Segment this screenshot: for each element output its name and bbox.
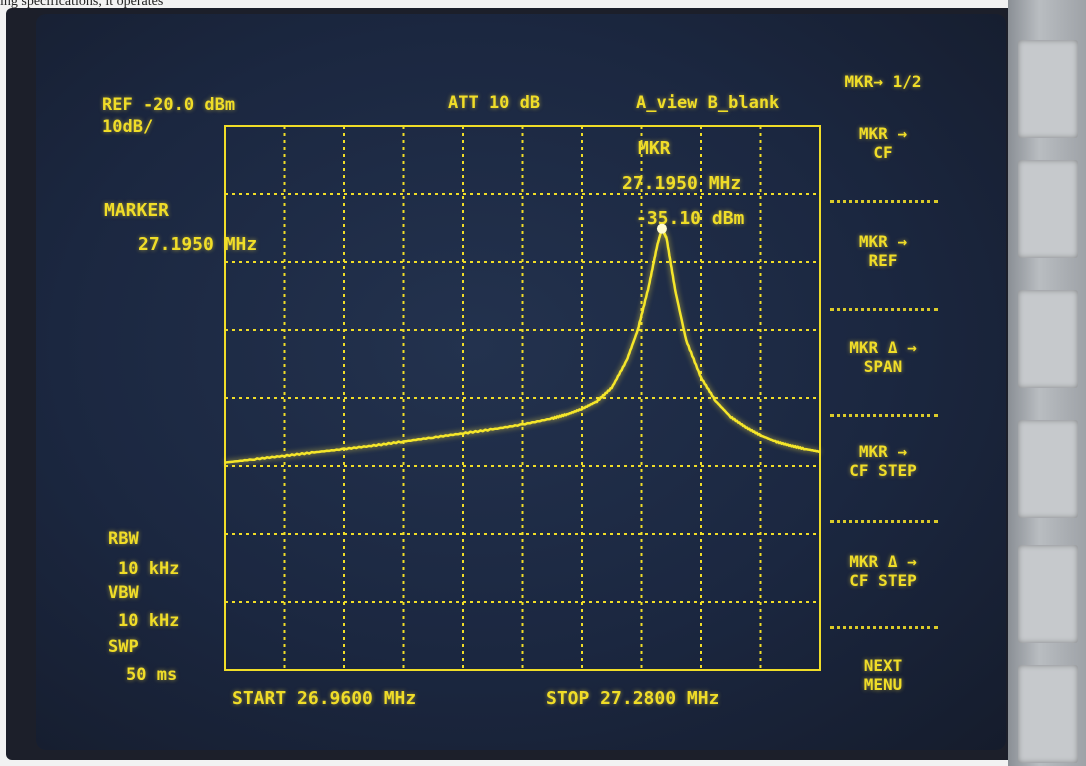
reference-level: REF -20.0 dBm — [102, 95, 236, 115]
sweep-label: SWP — [108, 637, 139, 657]
marker-dot — [656, 223, 667, 234]
marker-title: MARKER — [104, 200, 170, 221]
trace-view-mode: A_view B_blank — [636, 93, 780, 113]
marker-readout-label: MKR — [638, 138, 671, 159]
marker-readout-level: -35.10 dBm — [636, 208, 745, 229]
scale-per-division: 10dB/ — [102, 117, 154, 137]
attenuation: ATT 10 dB — [448, 93, 541, 113]
vbw-label: VBW — [108, 583, 139, 603]
document-caption: ing specifications, it operates — [0, 0, 164, 8]
softkey-mkr-delta-span[interactable]: MKR Δ → SPAN — [849, 338, 917, 376]
softkey-separator — [830, 520, 938, 523]
background-wall — [1008, 0, 1086, 766]
softkey-next-menu[interactable]: NEXT MENU — [863, 656, 903, 694]
softkey-separator — [830, 308, 938, 311]
vbw-value: 10 kHz — [118, 611, 180, 631]
rbw-label: RBW — [108, 529, 139, 549]
graticule-gridlines — [225, 126, 820, 670]
softkey-mkr-to-ref[interactable]: MKR → REF — [858, 232, 908, 270]
softkey-separator — [830, 626, 938, 629]
rbw-value: 10 kHz — [118, 559, 180, 579]
sweep-value: 50 ms — [126, 665, 178, 685]
softkey-separator — [830, 200, 938, 203]
marker-readout-frequency: 27.1950 MHz — [622, 173, 742, 194]
marker-frequency: 27.1950 MHz — [138, 234, 258, 255]
spectrum-trace — [224, 227, 821, 464]
softkey-separator — [830, 414, 938, 417]
softkey-mkr-delta-cf-step[interactable]: MKR Δ → CF STEP — [849, 552, 917, 590]
stop-frequency: STOP 27.2800 MHz — [546, 688, 720, 709]
softkey-mkr-to-cf-step[interactable]: MKR → CF STEP — [849, 442, 917, 480]
softkey-menu-page: MKR→ 1/2 — [844, 72, 922, 91]
softkey-mkr-to-cf[interactable]: MKR → CF — [858, 124, 908, 162]
start-frequency: START 26.9600 MHz — [232, 688, 417, 709]
